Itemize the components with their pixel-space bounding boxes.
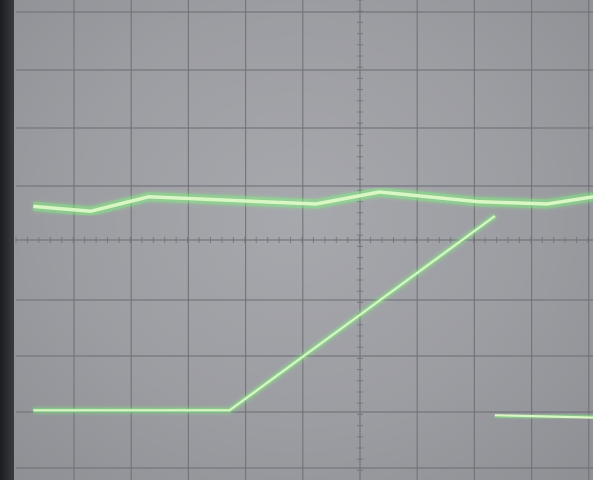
lower-trace-glow	[33, 213, 497, 413]
upper-trace	[33, 190, 593, 213]
screen-bezel	[0, 0, 14, 480]
lower-trace-tail	[494, 414, 593, 419]
trace-layer	[32, 187, 593, 421]
graticule	[15, 0, 593, 480]
lower-trace	[33, 215, 496, 412]
